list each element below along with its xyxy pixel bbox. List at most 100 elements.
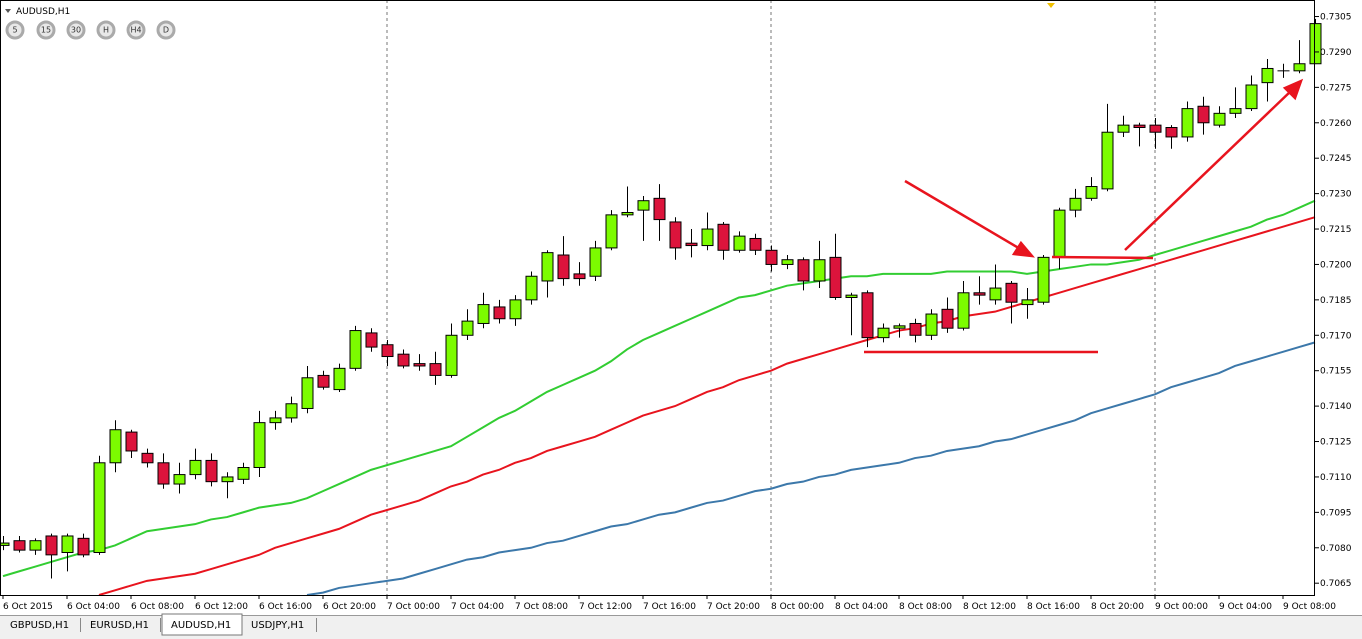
x-tick-label: 6 Oct 04:00 xyxy=(67,602,120,612)
candle-body xyxy=(637,200,650,211)
candle-body xyxy=(1261,67,1274,84)
y-tick-label: 0.7245 xyxy=(1320,154,1352,164)
candle-body xyxy=(397,353,410,367)
timeframe-button[interactable]: 30 xyxy=(66,20,86,40)
y-tick-label: 0.7125 xyxy=(1320,438,1352,448)
timeframe-label: H4 xyxy=(130,26,141,35)
timeframe-button[interactable]: H xyxy=(96,20,116,40)
x-tick-label: 8 Oct 00:00 xyxy=(771,602,824,612)
y-tick-label: 0.7185 xyxy=(1320,296,1352,306)
candle-body xyxy=(109,429,122,464)
tab-label: USDJPY,H1 xyxy=(251,620,304,631)
candle-body xyxy=(285,403,298,419)
candle-body xyxy=(1085,186,1098,199)
timeframe-label: H xyxy=(103,26,109,35)
candle-body xyxy=(1149,124,1162,133)
tab[interactable]: GBPUSD,H1 xyxy=(2,616,81,634)
tab[interactable]: EURUSD,H1 xyxy=(82,616,161,634)
x-tick-label: 7 Oct 08:00 xyxy=(515,602,568,612)
candle-body xyxy=(381,344,394,358)
candle-body xyxy=(0,542,10,546)
x-tick-label: 8 Oct 08:00 xyxy=(899,602,952,612)
x-tick-label: 7 Oct 12:00 xyxy=(579,602,632,612)
candle-body xyxy=(1293,63,1306,72)
candle-body xyxy=(893,325,906,329)
candle-body xyxy=(461,320,474,336)
y-tick-label: 0.7155 xyxy=(1320,367,1352,377)
candle-body xyxy=(77,537,90,556)
candle-body xyxy=(1197,105,1210,124)
x-tick-label: 6 Oct 08:00 xyxy=(131,602,184,612)
candle-body xyxy=(429,363,442,376)
candle-body xyxy=(29,540,42,551)
timeframe-button[interactable]: H4 xyxy=(126,20,146,40)
candle-body xyxy=(413,363,426,367)
timeframe-label: 5 xyxy=(12,26,17,35)
x-tick-label: 7 Oct 00:00 xyxy=(387,602,440,612)
timeframe-button[interactable]: 5 xyxy=(5,20,25,40)
candle-body xyxy=(1213,112,1226,126)
y-tick-label: 0.7095 xyxy=(1320,508,1352,518)
annotations xyxy=(864,78,1304,354)
plot-border xyxy=(0,0,1315,596)
timeframe-button[interactable]: D xyxy=(156,20,176,40)
candle-body xyxy=(269,417,282,424)
x-tick-label: 9 Oct 00:00 xyxy=(1155,602,1208,612)
candle-body xyxy=(509,299,522,320)
x-tick-label: 9 Oct 08:00 xyxy=(1283,602,1336,612)
candle-body xyxy=(829,256,842,299)
tab[interactable]: USDJPY,H1 xyxy=(244,616,317,634)
candle-body xyxy=(877,327,890,339)
candle-body xyxy=(1021,299,1034,306)
candle-body xyxy=(573,273,586,280)
x-tick-label: 7 Oct 04:00 xyxy=(451,602,504,612)
candle-body xyxy=(317,374,330,388)
candle-body xyxy=(141,452,154,464)
tab-label: GBPUSD,H1 xyxy=(10,620,69,631)
candle-body xyxy=(45,535,58,556)
candle-body xyxy=(925,313,938,336)
tab-active[interactable]: AUDUSD,H1 xyxy=(161,613,243,636)
candle-body xyxy=(1069,197,1082,211)
candle-body xyxy=(1037,256,1050,303)
timeframe-button[interactable]: 15 xyxy=(36,20,56,40)
timeframe-label: D xyxy=(163,26,169,35)
x-tick-label: 6 Oct 12:00 xyxy=(195,602,248,612)
moving-average xyxy=(306,341,1316,596)
candle-body xyxy=(253,422,266,468)
candle-body xyxy=(1005,282,1018,303)
candle-body xyxy=(1181,108,1194,138)
candle-body xyxy=(301,377,314,409)
x-tick-label: 7 Oct 20:00 xyxy=(707,602,760,612)
candle-body xyxy=(733,235,746,251)
plot-area xyxy=(0,0,1322,596)
candle-body xyxy=(669,221,682,249)
candle-body xyxy=(797,259,810,282)
candle-body xyxy=(365,332,378,348)
y-tick-label: 0.7080 xyxy=(1320,544,1352,554)
candle-body xyxy=(1229,108,1242,114)
candle-body xyxy=(61,535,74,554)
candle-body xyxy=(845,294,858,298)
candle-body xyxy=(125,431,138,452)
candle-body xyxy=(205,459,218,483)
candle-body xyxy=(557,254,570,280)
candle-body xyxy=(493,306,506,320)
candle-body xyxy=(189,459,202,476)
candle-body xyxy=(685,242,698,247)
y-tick-label: 0.7230 xyxy=(1320,190,1352,200)
x-tick-label: 8 Oct 04:00 xyxy=(835,602,888,612)
x-tick-label: 8 Oct 12:00 xyxy=(963,602,1016,612)
arrow-head xyxy=(1011,240,1035,258)
candle-body xyxy=(13,540,26,551)
candle-body xyxy=(1053,209,1066,258)
candle-body xyxy=(525,275,538,301)
candle-body xyxy=(477,304,490,324)
tab-label: AUDUSD,H1 xyxy=(171,620,231,631)
candle-body xyxy=(1245,84,1258,110)
candle-body xyxy=(173,474,186,485)
candle-body xyxy=(1165,127,1178,138)
candle-body xyxy=(765,249,778,265)
candle-body xyxy=(861,292,874,339)
